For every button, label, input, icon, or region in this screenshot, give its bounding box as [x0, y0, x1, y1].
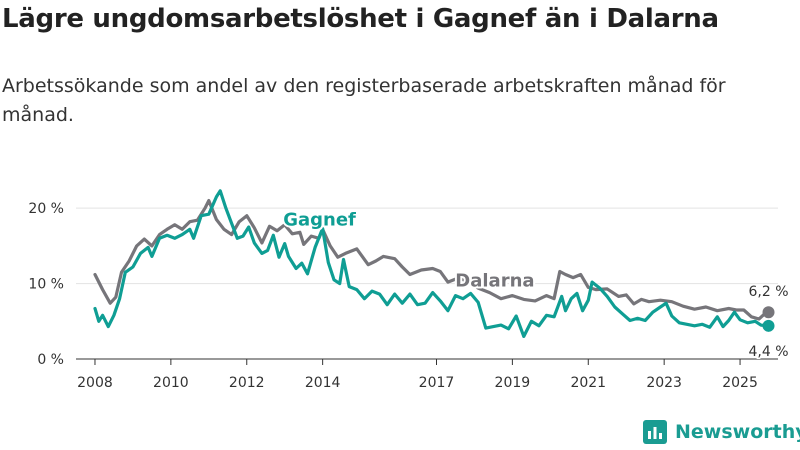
chart-subtitle: Arbetssökande som andel av den registerb…: [2, 75, 726, 126]
series-label-dalarna: Dalarna: [455, 271, 534, 292]
series-line-dalarna: [93, 199, 771, 321]
brand-name: Newsworthy: [675, 421, 800, 443]
series-line-gagnef: [93, 189, 771, 338]
y-axis-ticks: 0 % 10 % 20 %: [28, 201, 64, 368]
newsworthy-logo-icon: [643, 420, 667, 444]
series-label-gagnef: Gagnef: [283, 209, 356, 230]
y-tick-label: 10 %: [28, 277, 64, 293]
x-tick-label: 2008: [77, 375, 113, 391]
x-tick-label: 2019: [495, 375, 531, 391]
end-value-label-gagnef: 4,4 %: [748, 344, 788, 360]
x-tick-label: 2012: [229, 375, 265, 391]
x-tick-label: 2025: [722, 375, 758, 391]
end-point-dalarna: [762, 306, 775, 319]
series-labels: 6,2 % Dalarna 4,4 % Gagnef: [281, 207, 790, 361]
x-tick-label: 2010: [153, 375, 189, 391]
x-axis: 2008 2010 2012 2014 2017 2019 2021 2023 2025: [76, 358, 778, 391]
x-tick-label: 2021: [570, 375, 606, 391]
x-tick-label: 2014: [305, 375, 341, 391]
newsworthy-logo[interactable]: Newsworthy: [643, 420, 800, 444]
x-tick-label: 2023: [646, 375, 682, 391]
x-tick-label: 2017: [419, 375, 455, 391]
end-point-gagnef: [762, 319, 775, 332]
y-tick-label: 0 %: [37, 352, 64, 368]
series-lines: [93, 189, 775, 338]
y-tick-label: 20 %: [28, 201, 64, 217]
gridlines: [76, 207, 778, 285]
end-value-label-dalarna: 6,2 %: [748, 284, 788, 300]
chart-title: Lägre ungdomsarbetslöshet i Gagnef än i …: [2, 4, 719, 34]
